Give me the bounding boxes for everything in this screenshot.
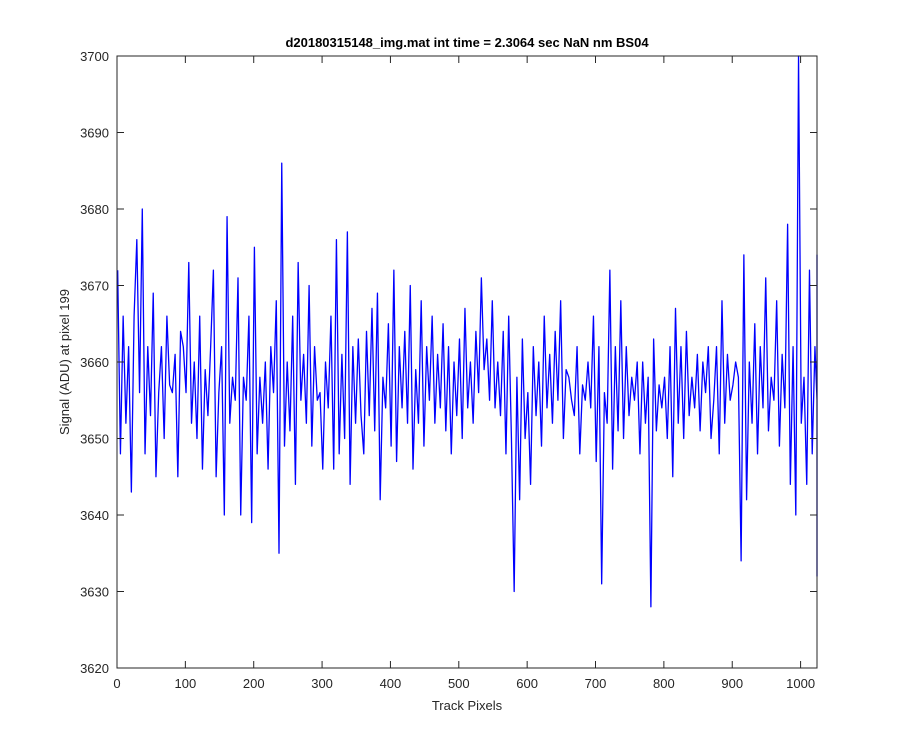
y-tick-label: 3640 xyxy=(80,508,109,523)
y-tick-label: 3630 xyxy=(80,585,109,600)
y-tick-label: 3700 xyxy=(80,49,109,64)
y-tick-label: 3650 xyxy=(80,432,109,447)
x-tick-label: 800 xyxy=(653,676,675,691)
y-tick-label: 3680 xyxy=(80,202,109,217)
y-axis: 3620 3630 3640 3650 3660 3670 3680 3690 3700 xyxy=(80,49,817,676)
x-tick-label: 400 xyxy=(380,676,402,691)
y-tick-label: 3690 xyxy=(80,126,109,141)
x-tick-label: 1000 xyxy=(786,676,815,691)
x-axis-label: Track Pixels xyxy=(432,698,503,713)
x-tick-label: 300 xyxy=(311,676,333,691)
y-axis-label: Signal (ADU) at pixel 199 xyxy=(57,289,72,435)
x-tick-label: 500 xyxy=(448,676,470,691)
x-tick-label: 600 xyxy=(516,676,538,691)
x-tick-label: 900 xyxy=(721,676,743,691)
y-tick-label: 3660 xyxy=(80,355,109,370)
chart-title: d20180315148_img.mat int time = 2.3064 s… xyxy=(285,35,649,50)
x-tick-label: 100 xyxy=(175,676,197,691)
x-tick-label: 200 xyxy=(243,676,265,691)
y-tick-label: 3620 xyxy=(80,661,109,676)
x-axis: 0 100 200 300 400 500 600 700 800 900 1000 xyxy=(113,56,815,691)
x-tick-label: 0 xyxy=(113,676,120,691)
x-tick-label: 700 xyxy=(585,676,607,691)
y-tick-label: 3670 xyxy=(80,279,109,294)
